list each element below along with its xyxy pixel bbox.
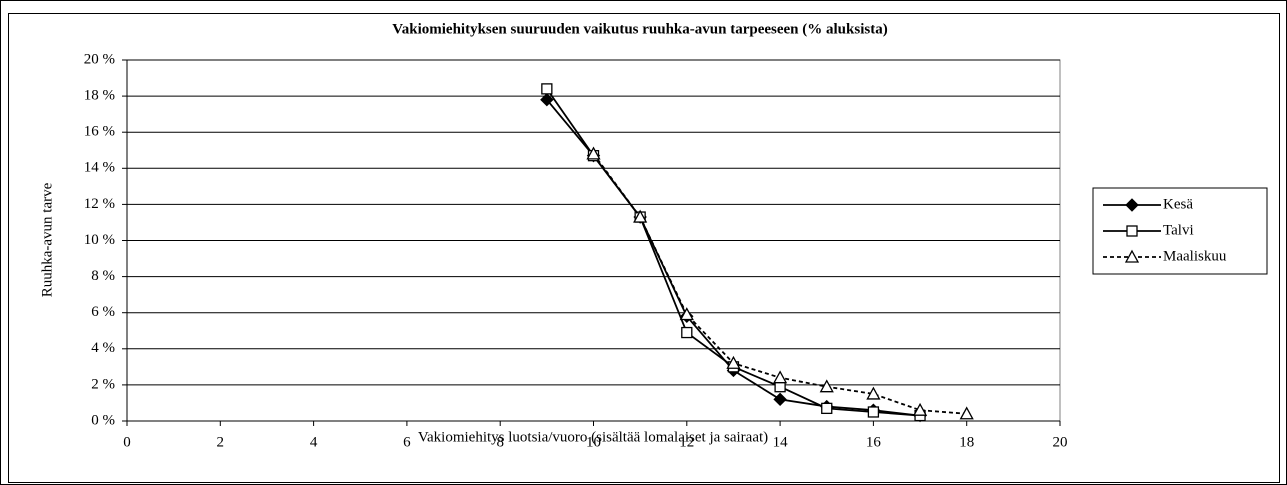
y-tick-label: 4 % (91, 340, 115, 356)
x-tick-label: 20 (1053, 434, 1068, 450)
x-tick-label: 0 (123, 434, 131, 450)
marker (586, 146, 601, 160)
marker (679, 307, 694, 321)
marker (819, 379, 834, 393)
chart-title: Vakiomiehityksen suuruuden vaikutus ruuh… (392, 21, 887, 37)
marker (541, 83, 553, 95)
y-tick-label: 2 % (91, 376, 115, 392)
y-axis-label: Ruuhka-avun tarve (39, 182, 55, 297)
legend-label: Talvi (1163, 222, 1194, 238)
y-tick-label: 12 % (84, 196, 115, 212)
marker (959, 406, 974, 420)
marker (726, 355, 741, 369)
marker (821, 402, 833, 415)
marker (540, 93, 554, 107)
x-axis-label: Vakiomiehitys luotsia/vuoro (sisältää lo… (418, 429, 768, 445)
y-tick-label: 10 % (84, 232, 115, 248)
x-tick-label: 14 (773, 434, 789, 450)
x-tick-label: 6 (403, 434, 411, 450)
y-tick-label: 18 % (84, 88, 115, 104)
marker (867, 406, 880, 418)
marker (773, 392, 787, 407)
y-tick-label: 0 % (91, 412, 115, 428)
y-tick-label: 6 % (91, 304, 115, 320)
x-tick-label: 12 (679, 434, 694, 450)
x-tick-label: 2 (217, 434, 225, 450)
marker (1126, 225, 1138, 237)
x-tick-label: 16 (866, 434, 882, 450)
y-tick-label: 20 % (84, 51, 115, 67)
x-tick-label: 4 (310, 434, 318, 450)
marker (773, 370, 788, 384)
marker (912, 402, 928, 416)
x-tick-label: 18 (959, 434, 974, 450)
y-tick-label: 8 % (91, 268, 115, 284)
y-tick-label: 16 % (84, 124, 115, 140)
marker (1124, 249, 1140, 263)
x-tick-label: 8 (496, 434, 504, 450)
marker (633, 209, 648, 223)
marker (681, 326, 693, 339)
y-tick-label: 14 % (84, 160, 115, 176)
marker (1125, 198, 1139, 212)
legend-label: Maaliskuu (1163, 248, 1227, 264)
x-tick-label: 10 (586, 434, 601, 450)
marker (866, 386, 881, 400)
legend-label: Kesä (1163, 196, 1193, 212)
